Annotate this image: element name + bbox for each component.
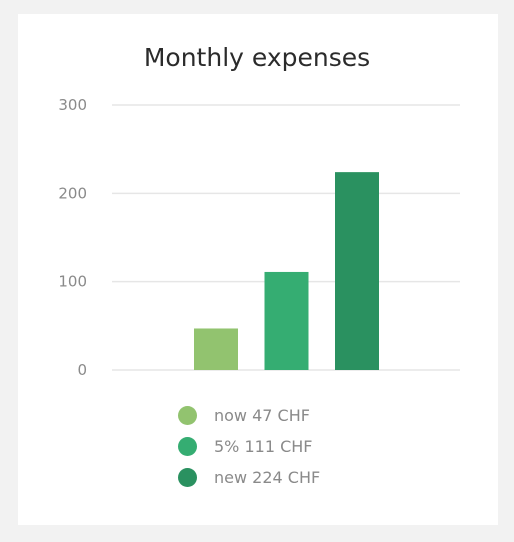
legend-item[interactable]: new 224 CHF [178,462,478,493]
legend-swatch [178,468,197,487]
legend-swatch [178,406,197,425]
legend-label: now 47 CHF [214,406,310,425]
y-tick-label: 100 [58,273,87,291]
chart-card [18,14,498,525]
y-tick-label: 200 [58,184,87,202]
legend-swatch [178,437,197,456]
legend-label: 5% 111 CHF [214,437,313,456]
legend-item[interactable]: 5% 111 CHF [178,431,478,462]
bar[interactable] [335,172,379,370]
legend-item[interactable]: now 47 CHF [178,400,478,431]
y-tick-label: 300 [58,96,87,114]
bar[interactable] [194,328,238,370]
y-axis-ticks: 0 100 200 300 [58,96,87,379]
legend-label: new 224 CHF [214,468,321,487]
bar[interactable] [264,271,309,370]
chart-title: Monthly expenses [143,43,371,72]
y-tick-label: 0 [77,361,87,379]
legend: now 47 CHF 5% 111 CHF new 224 CHF [178,400,478,493]
bars [194,172,379,370]
